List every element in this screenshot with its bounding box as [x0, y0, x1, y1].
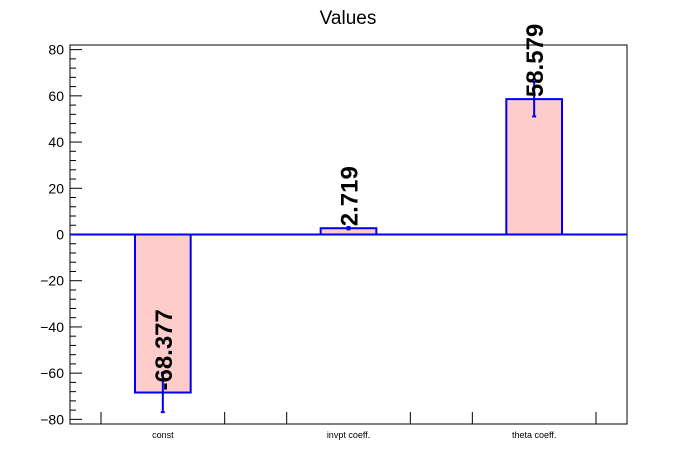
bar — [505, 98, 564, 236]
y-tick-label: −40 — [40, 319, 64, 335]
data-label: 2.719 — [337, 166, 364, 226]
y-tick-label: −60 — [40, 365, 64, 381]
x-category-label: const — [152, 430, 174, 440]
plot-area: −80 −60 −40 −20 0 20 40 60 80 const -68.377 invpt c… — [40, 24, 628, 440]
x-category-label: theta coeff. — [512, 430, 556, 440]
y-tick-label: 80 — [48, 42, 64, 58]
y-tick-label: 0 — [56, 227, 64, 243]
y-tick-label: 60 — [48, 88, 64, 104]
chart-title: Values — [320, 8, 377, 29]
y-tick-label: 20 — [48, 180, 64, 196]
data-label: 58.579 — [522, 24, 549, 97]
y-tick-label: 40 — [48, 134, 64, 150]
bar — [133, 233, 192, 394]
y-tick-label: −80 — [40, 411, 64, 427]
x-category-label: invpt coeff. — [327, 430, 370, 440]
data-label: -68.377 — [151, 309, 178, 390]
y-tick-label: −20 — [40, 273, 64, 289]
